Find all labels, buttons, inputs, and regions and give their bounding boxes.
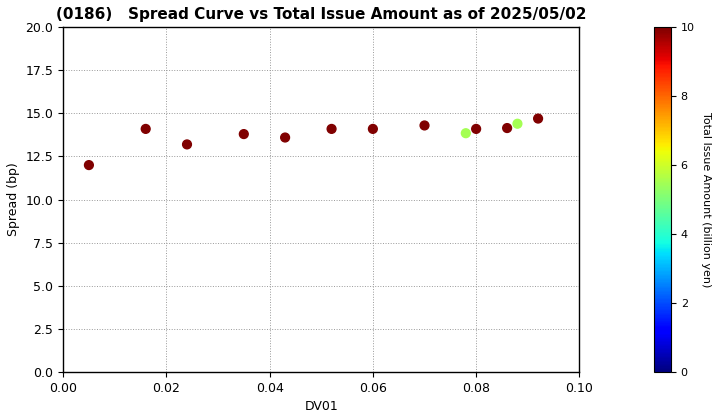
Point <box>238 131 250 137</box>
Point <box>367 126 379 132</box>
Point <box>326 126 338 132</box>
Point <box>501 125 513 131</box>
Point <box>460 130 472 136</box>
Y-axis label: Spread (bp): Spread (bp) <box>7 163 20 236</box>
Point <box>83 162 94 168</box>
Point <box>512 121 523 127</box>
Point <box>181 141 193 148</box>
Point <box>532 115 544 122</box>
Y-axis label: Total Issue Amount (billion yen): Total Issue Amount (billion yen) <box>701 112 711 287</box>
Point <box>279 134 291 141</box>
X-axis label: DV01: DV01 <box>305 400 338 413</box>
Point <box>140 126 151 132</box>
Point <box>419 122 431 129</box>
Title: (0186)   Spread Curve vs Total Issue Amount as of 2025/05/02: (0186) Spread Curve vs Total Issue Amoun… <box>56 7 587 22</box>
Point <box>470 126 482 132</box>
